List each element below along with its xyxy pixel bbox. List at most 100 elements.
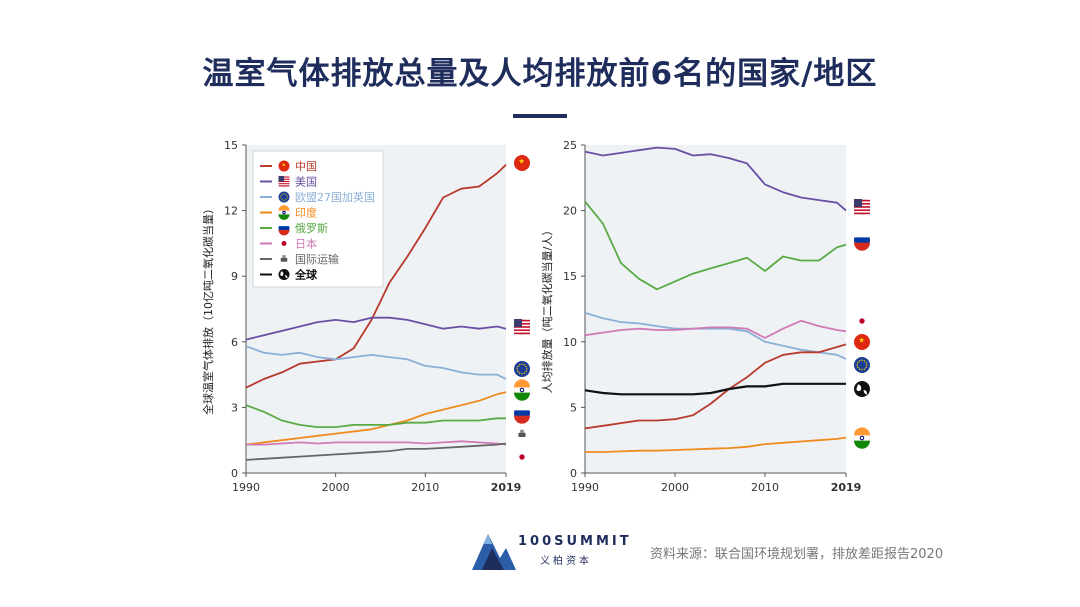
flag-star [286, 194, 288, 196]
flag-china-icon: ★ [854, 334, 870, 350]
flag-star [518, 364, 521, 366]
flag-band-top [514, 379, 530, 388]
y-tick-label: 0 [231, 467, 238, 480]
flag-band-top [854, 229, 870, 238]
flag-star [281, 199, 283, 201]
flag-star: ★ [518, 156, 524, 165]
flag-usa-icon [853, 198, 871, 216]
company-logo: 100SUMMIT 义柏资本 [470, 528, 629, 574]
logo-text: 100SUMMIT [518, 534, 632, 549]
globe-land [856, 384, 862, 392]
flag-band-top [278, 220, 290, 227]
flag-star [861, 369, 863, 371]
flag-star [523, 372, 526, 374]
flag-star [858, 360, 861, 362]
y-tick-label: 20 [563, 205, 577, 218]
y-tick-label: 5 [570, 401, 577, 414]
flag-eu-icon [514, 361, 530, 377]
flag-wheel [282, 210, 286, 215]
flag-band-bottom [514, 415, 530, 424]
flag-india-icon [278, 205, 290, 220]
series-line-india [245, 391, 507, 446]
flag-star [285, 199, 287, 201]
mountain-logo-icon [472, 534, 516, 570]
flag-bg [854, 334, 870, 350]
flag-eu-icon [854, 357, 870, 373]
x-tick-label: 2019 [831, 481, 862, 494]
flag-star [518, 372, 521, 374]
y-tick-label: 0 [570, 467, 577, 480]
legend-label-japan: 日本 [295, 237, 317, 251]
x-tick-label: 1990 [571, 481, 599, 494]
flag-star [283, 199, 285, 201]
series-line-shipping [245, 442, 507, 461]
flag-star [280, 198, 282, 200]
legend-label-russia: 俄罗斯 [295, 222, 328, 235]
source-note: 资料来源：联合国环境规划署，排放差距报告2020 [650, 547, 944, 562]
flag-china-icon: ★ [514, 155, 530, 171]
series-line-russia [245, 404, 506, 429]
flag-band-bottom [854, 242, 870, 251]
flag-band-bottom [854, 440, 870, 449]
flag-star [280, 194, 282, 196]
flag-sun [281, 241, 287, 246]
flag-star [521, 363, 523, 365]
flag-star [521, 373, 523, 375]
flag-japan-icon [516, 451, 528, 463]
y-tick-label: 15 [224, 139, 238, 152]
series-line-usa [584, 146, 847, 212]
x-tick-label: 1990 [232, 481, 260, 494]
globe-land [280, 271, 284, 276]
series-line-japan [584, 319, 847, 339]
flag-bg [278, 191, 290, 203]
flag-star [523, 364, 526, 366]
globe-icon [278, 269, 290, 280]
flag-usa-icon [278, 175, 290, 188]
flag-russia-icon [278, 220, 290, 236]
legend-box [252, 150, 384, 288]
legend-label-india: 印度 [295, 206, 317, 220]
series-line-eu [584, 312, 847, 360]
flag-star [866, 364, 868, 366]
series-line-world [584, 382, 846, 396]
flag-eu-icon [278, 191, 290, 203]
ship-cabin [520, 429, 524, 433]
legend-label-china: 中国 [295, 160, 317, 173]
flag-stripe [514, 329, 530, 331]
flag-star [856, 364, 858, 366]
x-tick-label: 2000 [661, 481, 689, 494]
logo-subtext: 义柏资本 [540, 556, 592, 567]
flag-star [857, 361, 859, 364]
flag-star [857, 366, 859, 369]
legend-label-world: 全球 [294, 268, 318, 282]
flag-star [865, 366, 867, 369]
flag-star [516, 368, 518, 370]
flag-star [283, 193, 285, 195]
flag-canton [278, 176, 284, 182]
flag-star [517, 370, 519, 373]
flag-star: ★ [858, 335, 864, 344]
flag-star [858, 368, 861, 370]
flag-bg [278, 160, 290, 172]
y-tick-label: 15 [563, 270, 577, 283]
flag-star [863, 360, 866, 362]
flag-star [865, 361, 867, 364]
flag-sun [859, 318, 865, 324]
flag-stripe [854, 212, 870, 215]
flag-star [281, 193, 283, 195]
ship-cabin [282, 255, 286, 258]
flag-japan-icon [278, 238, 290, 249]
flag-star [517, 365, 519, 368]
legend-label-usa: 美国 [295, 176, 317, 189]
flag-band-top [514, 402, 530, 411]
flag-star [280, 196, 282, 198]
flag-star [286, 198, 288, 200]
y-tick-label: 6 [231, 336, 238, 349]
series-line-eu [245, 345, 507, 380]
page-title: 温室气体排放总量及人均排放前6名的国家/地区 [202, 56, 878, 92]
legend-label-eu: 欧盟27国加英国 [295, 190, 375, 204]
series-line-china [245, 164, 507, 389]
flag-star [861, 359, 863, 361]
